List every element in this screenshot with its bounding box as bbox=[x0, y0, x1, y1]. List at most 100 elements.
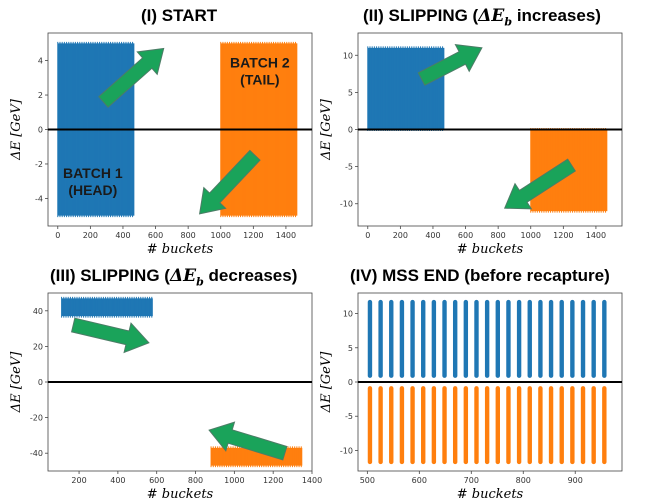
bucket-stripe-lower bbox=[495, 386, 500, 465]
y-tick-label: -40 bbox=[30, 449, 43, 458]
bucket-stripe-upper bbox=[442, 299, 447, 378]
panel-title: (II) SLIPPING (ΔEb increases) bbox=[363, 6, 601, 28]
bucket-stripe-lower bbox=[516, 386, 522, 465]
direction-arrow bbox=[70, 317, 150, 354]
panel-title: (I) START bbox=[141, 6, 218, 25]
x-tick-label: 600 bbox=[148, 231, 163, 240]
y-tick-label: 10 bbox=[343, 310, 353, 319]
x-tick-label: 800 bbox=[181, 231, 196, 240]
bucket-stripe-upper bbox=[484, 299, 490, 378]
x-tick-label: 1000 bbox=[521, 231, 541, 240]
y-tick-label: 0 bbox=[38, 126, 43, 135]
y-tick-label: 0 bbox=[38, 378, 43, 387]
x-tick-label: 1400 bbox=[586, 231, 606, 240]
bucket-stripe-upper bbox=[410, 299, 415, 378]
bucket-stripe-lower bbox=[378, 386, 383, 465]
annotation-line: (HEAD) bbox=[68, 182, 117, 198]
x-tick-label: 200 bbox=[71, 476, 86, 485]
panel-title: (III) SLIPPING (ΔEb decreases) bbox=[50, 266, 297, 288]
bucket-stripe-lower bbox=[602, 386, 607, 465]
bucket-stripe-lower bbox=[421, 386, 426, 465]
x-tick-label: 1400 bbox=[302, 476, 322, 485]
bucket-stripe-upper bbox=[516, 299, 522, 378]
bucket-stripe-lower bbox=[474, 386, 479, 465]
batch-1-block bbox=[61, 296, 153, 318]
x-tick-label: 200 bbox=[83, 231, 98, 240]
y-tick-label: 5 bbox=[348, 344, 353, 353]
bucket-stripe-lower bbox=[580, 386, 586, 465]
direction-arrow bbox=[503, 158, 576, 210]
bucket-stripe-upper bbox=[506, 299, 511, 378]
y-tick-label: 0 bbox=[348, 126, 353, 135]
y-tick-label: 2 bbox=[38, 91, 43, 100]
y-tick-label: -2 bbox=[35, 160, 43, 169]
x-axis-label: # buckets bbox=[147, 242, 214, 257]
bucket-stripe-upper bbox=[452, 299, 458, 378]
x-tick-label: 1200 bbox=[243, 231, 263, 240]
bucket-stripe-upper bbox=[389, 299, 394, 378]
panel-title-text: (II) SLIPPING (ΔEb increases) bbox=[363, 6, 601, 29]
x-tick-label: 1000 bbox=[211, 231, 231, 240]
y-tick-label: 10 bbox=[343, 51, 353, 60]
bucket-stripe-lower bbox=[484, 386, 490, 465]
bucket-stripe-upper bbox=[538, 299, 543, 378]
bucket-stripe-upper bbox=[527, 299, 532, 378]
bucket-stripe-lower bbox=[442, 386, 447, 465]
annotation-line: BATCH 1 bbox=[63, 165, 123, 181]
y-tick-label: -20 bbox=[30, 414, 43, 423]
batch-annotation: BATCH 2 (TAIL) bbox=[230, 54, 290, 87]
y-axis-label: ΔE [GeV] bbox=[319, 351, 334, 414]
x-axis-label: # buckets bbox=[457, 242, 524, 257]
x-tick-label: 1200 bbox=[553, 231, 573, 240]
annotation-line: (TAIL) bbox=[240, 71, 279, 87]
y-tick-label: 20 bbox=[33, 342, 43, 351]
bucket-stripe-upper bbox=[591, 299, 596, 378]
x-axis-label: # buckets bbox=[147, 487, 214, 502]
bucket-stripe-lower bbox=[367, 386, 373, 465]
y-tick-label: 4 bbox=[38, 57, 43, 66]
x-tick-label: 1200 bbox=[263, 476, 283, 485]
batch-1-block bbox=[367, 46, 445, 131]
bucket-stripe-lower bbox=[399, 386, 405, 465]
x-tick-label: 900 bbox=[568, 476, 583, 485]
y-axis-label: ΔE [GeV] bbox=[319, 98, 334, 161]
x-tick-label: 600 bbox=[149, 476, 164, 485]
bucket-stripe-upper bbox=[602, 299, 607, 378]
bucket-stripe-upper bbox=[580, 299, 586, 378]
x-tick-label: 600 bbox=[458, 231, 473, 240]
bucket-stripe-upper bbox=[559, 299, 564, 378]
x-tick-label: 800 bbox=[491, 231, 506, 240]
bucket-stripe-lower bbox=[559, 386, 564, 465]
y-axis-label: ΔE [GeV] bbox=[9, 351, 24, 414]
x-tick-label: 0 bbox=[365, 231, 370, 240]
bucket-stripe-lower bbox=[570, 386, 575, 465]
y-tick-label: 40 bbox=[33, 307, 43, 316]
bucket-stripe-upper bbox=[378, 299, 383, 378]
x-tick-label: 400 bbox=[115, 231, 130, 240]
batch-annotation: BATCH 1 (HEAD) bbox=[63, 165, 123, 198]
direction-arrow bbox=[98, 47, 165, 108]
bucket-stripe-upper bbox=[474, 299, 479, 378]
bucket-stripe-lower bbox=[410, 386, 415, 465]
y-axis-label: ΔE [GeV] bbox=[9, 98, 24, 161]
bucket-stripe-lower bbox=[463, 386, 469, 465]
bucket-stripe-lower bbox=[548, 386, 554, 465]
direction-arrow bbox=[208, 421, 288, 461]
x-tick-label: 700 bbox=[464, 476, 479, 485]
bucket-stripe-upper bbox=[570, 299, 575, 378]
x-tick-label: 500 bbox=[360, 476, 375, 485]
annotation-line: BATCH 2 bbox=[230, 54, 290, 70]
x-tick-label: 800 bbox=[188, 476, 203, 485]
bucket-stripe-lower bbox=[389, 386, 394, 465]
panel-title-text: (III) SLIPPING (ΔEb decreases) bbox=[50, 266, 298, 289]
y-tick-label: -4 bbox=[35, 194, 43, 203]
bucket-stripe-lower bbox=[527, 386, 532, 465]
x-tick-label: 200 bbox=[393, 231, 408, 240]
x-tick-label: 400 bbox=[110, 476, 125, 485]
bucket-stripe-upper bbox=[431, 299, 437, 378]
panel-title: (IV) MSS END (before recapture) bbox=[350, 266, 610, 285]
